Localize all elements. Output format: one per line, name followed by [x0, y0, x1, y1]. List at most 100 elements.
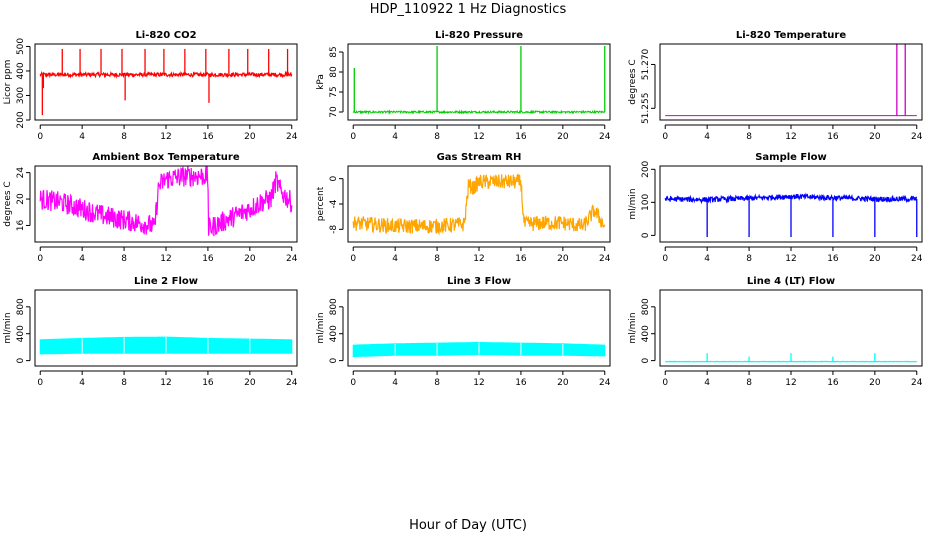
x-tick-label: 8 — [434, 378, 440, 388]
y-tick-label: 400 — [641, 325, 651, 342]
x-tick-label: 24 — [911, 132, 923, 142]
plot-frame — [34, 43, 298, 121]
x-tick-label: 20 — [557, 378, 569, 388]
y-axis-label: ml/min — [628, 188, 638, 219]
x-tick-label: 8 — [121, 254, 127, 264]
x-tick-label: 20 — [869, 132, 881, 142]
series-data — [39, 166, 293, 237]
series-data — [352, 342, 606, 358]
x-tick-label: 4 — [392, 378, 398, 388]
y-axis-label: degrees C — [3, 181, 13, 226]
x-axis: 0 4 8 12 16 20 24 — [350, 246, 611, 264]
plot-frame — [659, 289, 923, 367]
y-tick-label: 500 — [16, 38, 26, 55]
x-tick-label: 4 — [79, 254, 85, 264]
x-axis: 0 4 8 12 16 20 24 — [37, 124, 298, 142]
y-axis-label: ml/min — [628, 312, 638, 343]
y-tick-label: 200 — [641, 160, 651, 177]
y-axis-label: Licor ppm — [3, 60, 13, 105]
series-data — [352, 46, 606, 115]
x-tick-label: 4 — [704, 254, 710, 264]
x-tick-label: 4 — [704, 378, 710, 388]
x-tick-label: 8 — [746, 254, 752, 264]
y-tick-label: 200 — [16, 111, 26, 128]
x-tick-label: 24 — [599, 132, 611, 142]
x-tick-label: 12 — [785, 132, 796, 142]
y-tick-label: -4 — [329, 199, 339, 208]
plot-frame — [34, 165, 298, 243]
y-axis: 70 75 80 85 kPa — [316, 46, 344, 118]
series-data — [664, 353, 918, 363]
x-axis: 0 4 8 12 16 20 24 — [662, 124, 923, 142]
panel-title: Sample Flow — [755, 152, 827, 163]
x-tick-label: 24 — [286, 254, 298, 264]
y-tick-label: 51.255 — [641, 93, 651, 125]
plot-frame — [659, 165, 923, 243]
x-tick-label: 0 — [350, 132, 356, 142]
main-title: HDP_110922 1 Hz Diagnostics — [369, 2, 567, 17]
y-tick-label: 51.270 — [641, 48, 651, 80]
x-tick-label: 16 — [202, 132, 214, 142]
x-tick-label: 0 — [350, 254, 356, 264]
x-tick-label: 12 — [473, 378, 484, 388]
plot-frame — [659, 43, 923, 121]
series-data — [39, 48, 293, 116]
x-tick-label: 4 — [79, 378, 85, 388]
y-tick-label: 0 — [641, 232, 651, 238]
x-axis: 0 4 8 12 16 20 24 — [662, 246, 923, 264]
panel-title: Li-820 Pressure — [435, 30, 523, 41]
x-tick-label: 12 — [160, 254, 171, 264]
x-axis: 0 4 8 12 16 20 24 — [662, 370, 923, 388]
panel-title: Ambient Box Temperature — [92, 152, 239, 163]
x-tick-label: 16 — [827, 132, 839, 142]
y-tick-label: 70 — [329, 106, 339, 118]
y-tick-label: 0 — [16, 357, 26, 363]
panel-1: Li-820 Pressure 0 4 8 12 16 20 24 70 75 80 85 kPa — [316, 30, 611, 142]
y-tick-label: 16 — [16, 219, 26, 231]
x-tick-label: 24 — [911, 378, 923, 388]
x-tick-label: 16 — [515, 254, 527, 264]
x-tick-label: 12 — [160, 378, 171, 388]
y-tick-label: 0 — [641, 357, 651, 363]
y-axis-label: percent — [316, 186, 326, 221]
x-tick-label: 20 — [869, 254, 881, 264]
x-tick-label: 0 — [662, 378, 668, 388]
x-tick-label: 20 — [557, 132, 569, 142]
y-tick-label: 80 — [329, 66, 339, 78]
x-tick-label: 16 — [827, 254, 839, 264]
x-tick-label: 12 — [160, 132, 171, 142]
panel-title: Gas Stream RH — [437, 152, 522, 163]
series-data — [39, 336, 293, 355]
x-tick-label: 0 — [37, 378, 43, 388]
x-tick-label: 4 — [392, 132, 398, 142]
y-tick-label: 24 — [16, 167, 26, 179]
series-line — [39, 166, 293, 237]
panel-2: Li-820 Temperature 0 4 8 12 16 20 24 51.255 51.27… — [628, 30, 923, 142]
plot-frame — [347, 165, 611, 243]
y-tick-label: 20 — [16, 193, 26, 205]
y-tick-label: -8 — [329, 225, 339, 234]
x-tick-label: 16 — [202, 378, 214, 388]
y-tick-label: 800 — [641, 298, 651, 315]
x-tick-label: 12 — [785, 254, 796, 264]
panel-title: Li-820 Temperature — [736, 30, 846, 41]
x-tick-label: 20 — [557, 254, 569, 264]
y-tick-label: 400 — [329, 325, 339, 342]
series-data — [664, 192, 918, 238]
x-tick-label: 4 — [79, 132, 85, 142]
x-tick-label: 0 — [662, 132, 668, 142]
y-tick-label: 400 — [16, 325, 26, 342]
x-tick-label: 20 — [244, 378, 256, 388]
x-axis: 0 4 8 12 16 20 24 — [37, 370, 298, 388]
x-tick-label: 8 — [434, 254, 440, 264]
